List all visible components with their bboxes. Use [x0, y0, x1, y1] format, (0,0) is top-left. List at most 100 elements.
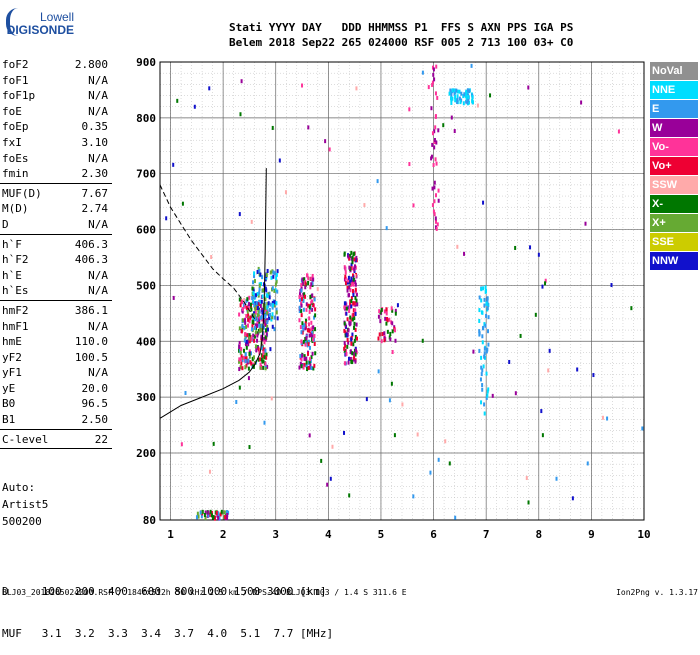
echo-point [257, 328, 260, 333]
echo-point [240, 79, 243, 84]
legend-item-sse: SSE [650, 233, 698, 251]
echo-point [241, 318, 244, 323]
echo-point [351, 317, 354, 322]
echo-point [355, 322, 358, 327]
echo-point [354, 274, 357, 279]
echo-point [456, 244, 459, 249]
echo-point [480, 365, 483, 370]
echo-point [307, 281, 310, 286]
echo-point [355, 258, 358, 263]
echo-point [344, 274, 347, 279]
echo-point [304, 294, 307, 299]
echo-point [263, 420, 266, 425]
echo-point [354, 311, 357, 316]
echo-point [391, 308, 394, 313]
echo-point [482, 364, 485, 369]
param-label: fxI [2, 135, 22, 149]
echo-point [195, 515, 198, 520]
echo-point [300, 330, 303, 335]
echo-point [381, 332, 384, 337]
echo-point [308, 357, 311, 362]
param-value: 96.5 [81, 397, 109, 411]
echo-point [301, 294, 304, 299]
legend-item-w: W [650, 119, 698, 137]
echo-point [377, 369, 380, 374]
echo-point [259, 365, 262, 370]
echo-point [394, 311, 397, 316]
param-row: foF2 2.800 [0, 57, 112, 73]
echo-point [300, 303, 303, 308]
echo-point [248, 319, 251, 324]
echo-point [313, 334, 316, 339]
echo-point [346, 286, 349, 291]
file-info-footer: BLJ03_2018265024000.RSF / 184fx512h 50 k… [2, 588, 407, 597]
echo-point [459, 100, 462, 105]
echo-point [352, 273, 355, 278]
echo-point [354, 334, 357, 339]
param-value: 7.67 [81, 186, 109, 200]
param-row: yF2 100.5 [0, 350, 112, 366]
echo-point [304, 321, 307, 326]
echo-point [435, 140, 438, 145]
echo-point [262, 365, 265, 370]
echo-point [354, 282, 357, 287]
echo-point [243, 297, 246, 302]
echo-point [433, 77, 436, 82]
param-row: C-level 22 [0, 432, 112, 448]
echo-point [433, 138, 436, 143]
echo-point [451, 96, 454, 101]
echo-point [253, 305, 256, 310]
echo-point [274, 282, 277, 287]
echo-point [257, 293, 260, 298]
echo-point [485, 371, 488, 376]
echo-point [241, 356, 244, 361]
echo-point [352, 312, 355, 317]
echo-point [300, 357, 303, 362]
echo-point [269, 302, 272, 307]
echo-point [353, 325, 356, 330]
echo-point [307, 339, 310, 344]
echo-point [258, 268, 261, 273]
echo-point [313, 297, 316, 302]
legend-item-x-: X- [650, 195, 698, 213]
echo-point [343, 346, 346, 351]
echo-point [305, 356, 308, 361]
echo-point [275, 310, 278, 315]
echo-point [352, 342, 355, 347]
echo-point [265, 331, 268, 336]
echo-point [256, 305, 259, 310]
param-value: 2.800 [74, 58, 108, 71]
echo-point [486, 347, 489, 352]
echo-point [278, 158, 281, 163]
echo-point [435, 226, 438, 231]
echo-point [467, 95, 470, 100]
echo-point [514, 391, 517, 396]
echo-point [455, 88, 458, 93]
echo-point [239, 365, 242, 370]
echo-point [256, 331, 259, 336]
legend-item-vo-: Vo+ [650, 157, 698, 175]
echo-point [238, 344, 241, 349]
echo-point [268, 291, 271, 296]
param-row: foF1p N/A [0, 88, 112, 104]
param-group-separator [0, 448, 112, 450]
echo-point [483, 303, 486, 308]
y-tick-label: 700 [136, 168, 156, 181]
echo-point [388, 398, 391, 403]
echo-point [310, 276, 313, 281]
echo-point [223, 510, 226, 515]
echo-point [219, 512, 222, 517]
echo-point [355, 292, 358, 297]
echo-point [266, 327, 269, 332]
echo-point [487, 315, 490, 320]
echo-point [248, 302, 251, 307]
echo-point [253, 313, 256, 318]
echo-point [246, 309, 249, 314]
echo-point [324, 139, 327, 144]
echo-point [204, 516, 207, 521]
echo-point [408, 162, 411, 167]
echo-point [433, 180, 436, 185]
echo-point [275, 279, 278, 284]
echo-point [466, 88, 469, 93]
echo-point [483, 346, 486, 351]
